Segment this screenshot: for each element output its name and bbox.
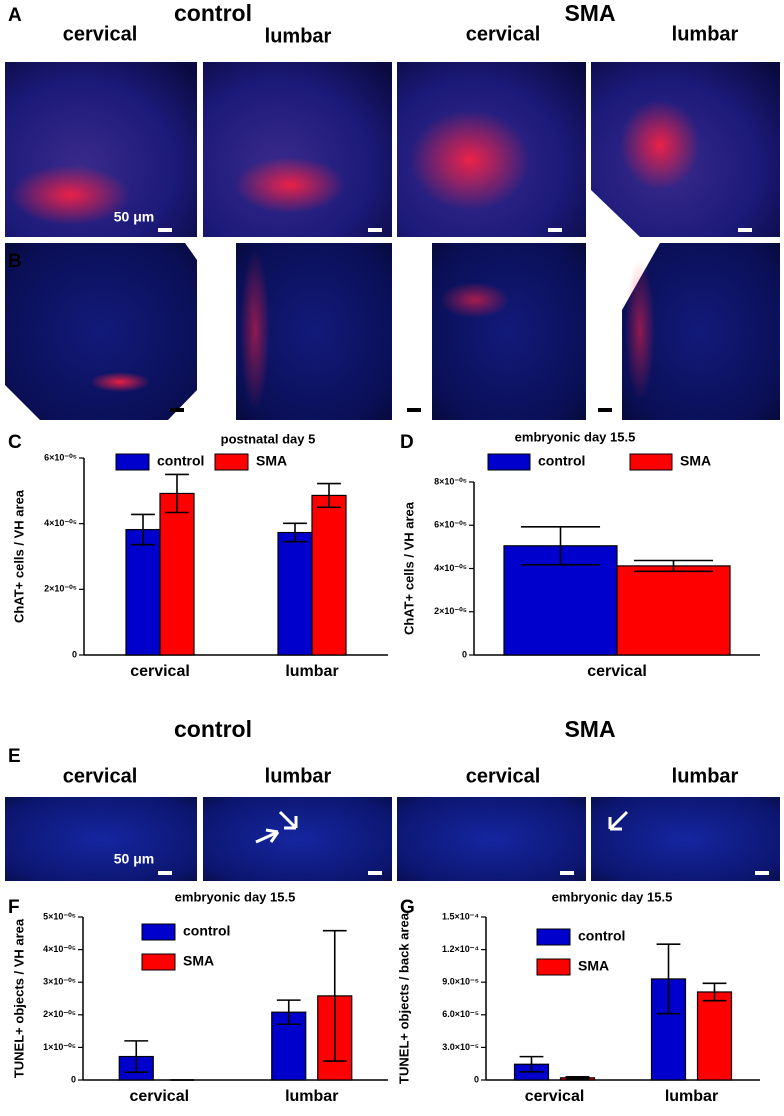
- x-tick-label: cervical: [587, 663, 647, 680]
- group-header: SMA: [564, 0, 615, 26]
- y-axis-label: TUNEL+ objects / back area: [396, 912, 411, 1084]
- bar: [616, 565, 731, 656]
- bar: [125, 528, 161, 656]
- y-tick-label: 6×10⁻⁰⁵: [434, 520, 467, 530]
- y-tick-label: 6×10⁻⁰⁵: [44, 452, 77, 462]
- error-bar: [702, 982, 727, 1002]
- x-tick-label: cervical: [525, 1088, 585, 1105]
- legend-swatch: [487, 453, 531, 471]
- column-header: lumbar: [265, 765, 332, 787]
- legend-label: control: [183, 923, 230, 939]
- legend-swatch: [141, 953, 176, 971]
- legend-label: SMA: [578, 958, 609, 974]
- panel-label: D: [400, 432, 414, 453]
- y-tick-label: 2×10⁻⁰⁵: [44, 584, 77, 594]
- y-tick-label: 3.0×10⁻⁵: [442, 1042, 479, 1052]
- y-tick-label: 4×10⁻⁰⁵: [434, 563, 467, 573]
- x-tick-label: cervical: [129, 1088, 189, 1105]
- y-tick-label: 4×10⁻⁰⁵: [44, 518, 77, 528]
- scale-label: 50 μm: [114, 851, 154, 867]
- y-axis-label: ChAT+ cells / VH area: [11, 489, 26, 623]
- legend-label: control: [578, 928, 625, 944]
- y-axis-label: ChAT+ cells / VH area: [401, 501, 416, 635]
- group-header: control: [174, 0, 252, 26]
- error-bar: [124, 1040, 149, 1073]
- y-tick-label: 3×10⁻⁰⁵: [43, 977, 76, 987]
- panel-label: C: [8, 432, 22, 453]
- y-tick-label: 8×10⁻⁰⁵: [434, 476, 467, 486]
- micrographs-b: [5, 243, 780, 420]
- legend-swatch: [536, 928, 571, 946]
- y-tick-label: 1.5×10⁻⁴: [442, 911, 479, 921]
- error-bar: [656, 943, 681, 1015]
- error-bar: [565, 1075, 590, 1080]
- legend-swatch: [141, 923, 176, 941]
- column-header: lumbar: [265, 25, 332, 47]
- x-tick-label: lumbar: [285, 663, 338, 680]
- panel-label: G: [400, 897, 415, 918]
- bar: [311, 494, 347, 656]
- legend-label: control: [157, 453, 204, 469]
- x-tick-label: lumbar: [665, 1088, 718, 1105]
- y-tick-label: 0: [71, 1074, 76, 1084]
- error-bar: [165, 473, 189, 514]
- micrographs-e: [5, 797, 780, 881]
- column-header: cervical: [63, 765, 138, 787]
- legend-swatch: [629, 453, 673, 471]
- error-bar: [317, 482, 341, 509]
- legend-swatch: [214, 453, 249, 471]
- legend-label: control: [538, 453, 585, 469]
- y-tick-label: 2×10⁻⁰⁵: [434, 606, 467, 616]
- scale-label: 50 μm: [114, 209, 154, 225]
- column-header: lumbar: [672, 23, 739, 45]
- error-bar: [520, 525, 601, 566]
- column-header: lumbar: [672, 765, 739, 787]
- column-header: cervical: [63, 23, 138, 45]
- y-tick-label: 2×10⁻⁰⁵: [43, 1009, 76, 1019]
- error-bar: [283, 522, 307, 543]
- y-tick-label: 0: [462, 649, 467, 659]
- error-bar: [633, 559, 714, 573]
- y-tick-label: 9.0×10⁻⁵: [442, 977, 479, 987]
- panel-label: A: [8, 5, 22, 26]
- legend-swatch: [115, 453, 150, 471]
- group-header: SMA: [564, 716, 615, 742]
- chart-title: embryonic day 15.5: [552, 889, 673, 904]
- column-header: cervical: [466, 765, 541, 787]
- y-tick-label: 6.0×10⁻⁵: [442, 1009, 479, 1019]
- chart-title: embryonic day 15.5: [515, 429, 636, 444]
- bar: [696, 991, 733, 1081]
- error-bar: [131, 513, 155, 546]
- legend-swatch: [536, 958, 571, 976]
- error-bar: [322, 929, 347, 1062]
- bar: [277, 531, 313, 656]
- column-header: cervical: [466, 23, 541, 45]
- chart-title: embryonic day 15.5: [175, 889, 296, 904]
- panel-label: F: [8, 897, 20, 918]
- panel-label: B: [8, 251, 22, 272]
- micrographs-a: [5, 62, 780, 237]
- x-tick-label: lumbar: [285, 1088, 338, 1105]
- y-tick-label: 1.2×10⁻⁴: [442, 944, 479, 954]
- legend-label: SMA: [680, 453, 711, 469]
- bar: [159, 492, 195, 656]
- error-bar: [276, 999, 301, 1026]
- panel-label: E: [8, 746, 21, 767]
- y-tick-label: 5×10⁻⁰⁵: [43, 911, 76, 921]
- y-tick-label: 0: [474, 1074, 479, 1084]
- group-header: control: [174, 716, 252, 742]
- legend-label: SMA: [183, 953, 214, 969]
- y-tick-label: 0: [72, 649, 77, 659]
- y-tick-label: 4×10⁻⁰⁵: [43, 944, 76, 954]
- x-tick-label: cervical: [130, 663, 190, 680]
- y-tick-label: 1×10⁻⁰⁵: [43, 1042, 76, 1052]
- error-bar: [519, 1055, 544, 1073]
- legend-label: SMA: [256, 453, 287, 469]
- chart-title: postnatal day 5: [221, 431, 316, 446]
- y-axis-label: TUNEL+ objects / VH area: [11, 918, 26, 1078]
